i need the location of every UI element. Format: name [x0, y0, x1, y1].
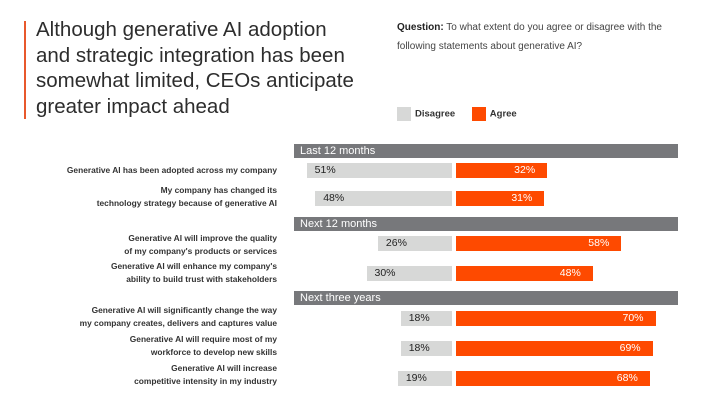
section-header: Last 12 months: [294, 144, 678, 158]
category-label-line: workforce to develop new skills: [150, 347, 277, 357]
category-label-line: of my company's products or services: [124, 246, 277, 256]
category-label-line: Generative AI will enhance my company's: [111, 261, 277, 271]
category-label-line: Generative AI will increase: [171, 363, 277, 373]
bar-agree: 68%: [456, 371, 650, 386]
category-label-line: technology strategy because of generativ…: [96, 198, 277, 208]
legend-swatch-agree: [471, 107, 486, 121]
category-label-line: competitive intensity in my industry: [134, 376, 277, 386]
category-label: Generative AI will improve the quality of…: [124, 232, 277, 258]
category-label: Generative AI will require most of my wor…: [130, 333, 277, 359]
question-body: To what extent do you agree or disagree …: [397, 22, 662, 52]
category-label: Generative AI will increase competitive i…: [134, 362, 277, 388]
bar-disagree: 51%: [306, 163, 452, 178]
category-label-line: ability to build trust with stakeholders: [126, 274, 277, 284]
bar-agree: 31%: [456, 191, 545, 206]
bar-agree: 58%: [456, 236, 622, 251]
bar-disagree: 18%: [400, 341, 452, 356]
bar-agree: 32%: [456, 163, 548, 178]
section-header: Next 12 months: [294, 217, 678, 231]
category-label: Generative AI has been adopted across my…: [67, 164, 277, 177]
title-accent-bar: [24, 21, 26, 119]
bar-agree: 69%: [456, 341, 653, 356]
bar-disagree: 30%: [366, 266, 452, 281]
category-label-line: Generative AI has been adopted across my…: [66, 165, 277, 175]
chart-title: Although generative AI adoption and stra…: [36, 18, 354, 118]
legend-label-agree: Agree: [489, 108, 517, 120]
legend-item-agree: Agree: [471, 107, 517, 121]
question-label: Question:: [397, 22, 444, 33]
legend-swatch-disagree: [397, 107, 411, 121]
question-text: Question: To what extent do you agree or…: [397, 18, 697, 56]
legend: Disagree Agree: [397, 107, 531, 121]
bar-disagree: 26%: [377, 236, 452, 251]
section-header: Next three years: [294, 291, 678, 305]
legend-item-disagree: Disagree: [397, 107, 455, 121]
bar-agree: 70%: [456, 311, 656, 326]
category-label: Generative AI will enhance my company's a…: [111, 260, 277, 286]
bar-disagree: 48%: [315, 191, 452, 206]
category-label-line: Generative AI will require most of my: [129, 334, 277, 344]
bar-disagree: 19%: [397, 371, 452, 386]
category-label: Generative AI will significantly change …: [80, 304, 277, 330]
legend-label-disagree: Disagree: [415, 108, 456, 120]
category-label-line: my company creates, delivers and capture…: [79, 318, 277, 328]
bar-disagree: 18%: [400, 311, 452, 326]
category-label: My company has changed its technology str…: [97, 184, 277, 210]
bar-agree: 48%: [456, 266, 593, 281]
category-label-line: Generative AI will improve the quality: [128, 233, 277, 243]
category-label-line: My company has changed its: [160, 185, 277, 195]
category-label-line: Generative AI will significantly change …: [91, 305, 277, 315]
